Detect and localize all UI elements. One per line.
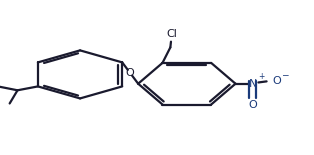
Text: +: +	[258, 72, 264, 81]
Text: Cl: Cl	[166, 29, 177, 39]
Text: N: N	[249, 79, 257, 89]
Text: −: −	[281, 70, 288, 79]
Text: O: O	[126, 68, 135, 78]
Text: O: O	[248, 100, 257, 110]
Text: O: O	[272, 76, 281, 86]
